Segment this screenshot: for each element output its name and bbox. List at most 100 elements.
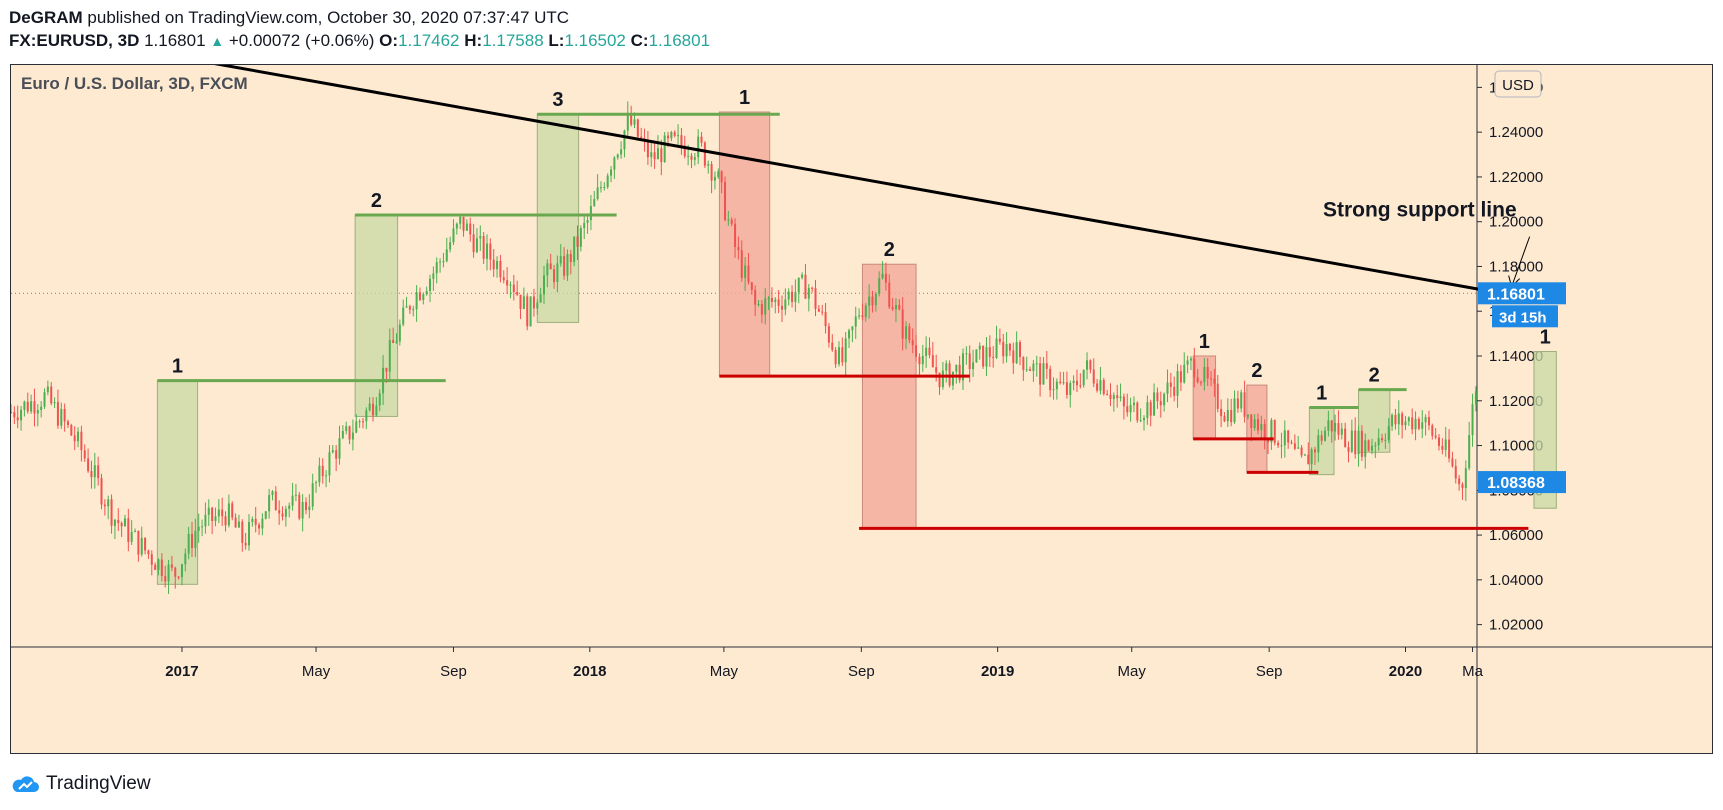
candle[interactable]: [418, 292, 421, 300]
candle[interactable]: [1102, 380, 1105, 395]
candle[interactable]: [207, 507, 210, 515]
candle[interactable]: [1193, 358, 1196, 378]
candle[interactable]: [1287, 430, 1290, 443]
candle[interactable]: [958, 364, 961, 381]
candle[interactable]: [1417, 418, 1420, 429]
candle[interactable]: [630, 114, 633, 125]
candle[interactable]: [677, 135, 680, 137]
candle[interactable]: [884, 273, 887, 283]
candle[interactable]: [1280, 445, 1283, 447]
candle[interactable]: [452, 228, 455, 243]
candle[interactable]: [509, 284, 512, 286]
candle[interactable]: [392, 339, 395, 343]
candle[interactable]: [301, 501, 304, 519]
candle[interactable]: [921, 355, 924, 365]
candle[interactable]: [147, 550, 150, 555]
candle[interactable]: [73, 435, 76, 442]
candle[interactable]: [526, 296, 529, 327]
candle[interactable]: [888, 282, 891, 308]
candle[interactable]: [97, 465, 100, 479]
candle[interactable]: [268, 495, 271, 512]
candle[interactable]: [432, 273, 435, 279]
candle[interactable]: [710, 164, 713, 181]
candle[interactable]: [780, 305, 783, 310]
candle[interactable]: [831, 342, 834, 351]
candle[interactable]: [938, 372, 941, 388]
candle[interactable]: [945, 363, 948, 371]
candle[interactable]: [1340, 428, 1343, 435]
candle[interactable]: [680, 135, 683, 146]
candle[interactable]: [1012, 350, 1015, 364]
candle[interactable]: [589, 206, 592, 221]
candle[interactable]: [606, 175, 609, 187]
candle[interactable]: [754, 290, 757, 305]
candle[interactable]: [251, 518, 254, 523]
candle[interactable]: [1411, 417, 1414, 430]
candle[interactable]: [713, 176, 716, 181]
candle[interactable]: [412, 309, 415, 311]
candle[interactable]: [1052, 389, 1055, 391]
candle[interactable]: [60, 408, 63, 426]
candle[interactable]: [1370, 445, 1373, 451]
symbol-label[interactable]: FX:EURUSD, 3D: [9, 31, 140, 50]
candle[interactable]: [569, 254, 572, 262]
candle[interactable]: [365, 410, 368, 422]
candle[interactable]: [1273, 420, 1276, 443]
candle[interactable]: [723, 182, 727, 220]
candle[interactable]: [951, 371, 954, 386]
candle[interactable]: [911, 340, 914, 346]
candle[interactable]: [123, 518, 126, 527]
candle[interactable]: [1434, 435, 1437, 438]
candle[interactable]: [113, 519, 116, 526]
candle[interactable]: [1441, 445, 1444, 450]
candle[interactable]: [1156, 392, 1159, 402]
candle[interactable]: [278, 510, 281, 514]
candle[interactable]: [1317, 435, 1320, 453]
candle[interactable]: [1005, 344, 1008, 357]
candle[interactable]: [703, 142, 706, 166]
candle[interactable]: [479, 236, 482, 239]
candle[interactable]: [1277, 442, 1280, 446]
candle[interactable]: [804, 274, 807, 299]
candle[interactable]: [700, 136, 703, 143]
candle[interactable]: [1226, 410, 1229, 422]
candle[interactable]: [489, 243, 492, 260]
candle[interactable]: [87, 458, 90, 472]
candle[interactable]: [667, 135, 670, 139]
candle[interactable]: [506, 280, 509, 286]
candle[interactable]: [656, 148, 659, 160]
candle[interactable]: [881, 273, 884, 279]
candle[interactable]: [1270, 420, 1273, 443]
candle[interactable]: [908, 326, 911, 341]
candle[interactable]: [613, 157, 616, 170]
candle[interactable]: [1431, 425, 1434, 436]
candle[interactable]: [492, 259, 495, 270]
candle[interactable]: [898, 304, 901, 310]
candle[interactable]: [455, 223, 458, 229]
candle[interactable]: [1401, 413, 1404, 426]
candle[interactable]: [1099, 380, 1102, 391]
candle[interactable]: [1464, 468, 1467, 489]
candle[interactable]: [1240, 392, 1243, 409]
candle[interactable]: [224, 516, 227, 526]
candle[interactable]: [858, 315, 861, 317]
candle[interactable]: [1461, 484, 1464, 489]
candle[interactable]: [130, 531, 133, 542]
candle[interactable]: [1163, 393, 1166, 406]
candle[interactable]: [1320, 435, 1323, 441]
candle[interactable]: [1075, 380, 1078, 386]
candle[interactable]: [1451, 458, 1454, 467]
candle[interactable]: [355, 421, 358, 433]
candle[interactable]: [40, 406, 43, 411]
candle[interactable]: [864, 305, 867, 318]
candle[interactable]: [1391, 414, 1394, 427]
candle[interactable]: [1210, 378, 1213, 380]
candle[interactable]: [1039, 363, 1042, 385]
candle[interactable]: [841, 347, 844, 363]
candle[interactable]: [925, 347, 928, 356]
green-zone[interactable]: [1533, 351, 1557, 509]
candle[interactable]: [660, 148, 663, 163]
candle[interactable]: [801, 274, 804, 278]
candle[interactable]: [891, 307, 894, 310]
candle[interactable]: [965, 353, 968, 355]
